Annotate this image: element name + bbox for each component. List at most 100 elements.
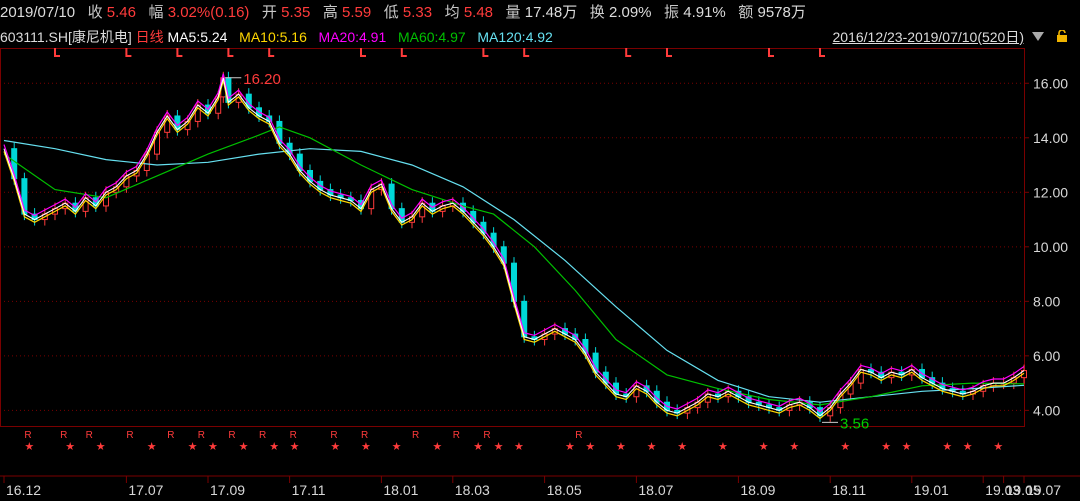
ma60-value: MA60:4.97 xyxy=(397,29,466,45)
star-marker: ★ xyxy=(361,441,371,453)
amount-label: 额 xyxy=(738,4,754,21)
x-tick-label: 19.07 xyxy=(1026,482,1061,498)
candle-body xyxy=(1021,370,1027,379)
x-tick-label: 18.05 xyxy=(547,482,582,498)
star-marker: ★ xyxy=(208,441,218,453)
star-marker: ★ xyxy=(902,441,912,453)
signal-flag-icon xyxy=(666,48,672,57)
signal-flag-icon xyxy=(523,48,530,57)
avg-value: 5.48 xyxy=(463,4,494,21)
date-range-button[interactable]: 2016/12/23-2019/07/10(520日) xyxy=(832,29,1024,45)
annotation-label: 16.20 xyxy=(243,71,281,88)
open-label: 开 xyxy=(261,4,277,21)
change-value: 3.02%(0.16) xyxy=(167,4,250,21)
star-marker: ★ xyxy=(759,441,769,453)
r-marker: R xyxy=(412,430,419,441)
period-label[interactable]: 日线 xyxy=(135,29,164,45)
x-tick-label: 18.01 xyxy=(383,482,418,498)
signal-flag-icon xyxy=(768,48,774,57)
signal-flag-icon xyxy=(360,48,366,57)
r-marker: R xyxy=(259,430,266,441)
low-value: 5.33 xyxy=(402,4,433,21)
x-tick-label: 17.11 xyxy=(292,482,326,498)
price-chart[interactable]: 16.00 14.00 12.00 10.00 8.00 6.00 4.00 16.12 17.… xyxy=(0,48,1080,501)
signal-flag-icon xyxy=(176,48,183,57)
r-marker: R xyxy=(86,430,93,441)
star-marker: ★ xyxy=(494,441,504,453)
y-tick-label: 14.00 xyxy=(1033,130,1068,146)
signal-flag-icon xyxy=(268,48,275,57)
r-marker: R xyxy=(24,430,31,441)
signal-flag-icon xyxy=(400,48,407,57)
star-marker: ★ xyxy=(840,441,850,453)
close-value: 5.46 xyxy=(106,4,136,21)
x-tick-label: 19.03 xyxy=(985,482,1020,498)
amplitude-label: 振 xyxy=(664,4,680,21)
signal-flag-icon xyxy=(482,48,489,57)
stock-symbol: 603111.SH xyxy=(0,29,68,45)
quote-date: 2019/07/10 xyxy=(0,4,76,21)
x-tick-label: 19.01 xyxy=(914,482,949,498)
star-marker: ★ xyxy=(24,441,34,453)
ma5-line xyxy=(3,77,1025,417)
r-marker: R xyxy=(167,430,174,441)
ma120-value: MA120:4.92 xyxy=(477,29,553,45)
y-tick-label: 8.00 xyxy=(1033,293,1060,309)
close-label: 收 xyxy=(87,4,103,21)
r-marker: R xyxy=(60,430,67,441)
star-marker: ★ xyxy=(942,441,952,453)
ma120-line xyxy=(3,139,1025,403)
volume-label: 量 xyxy=(505,4,521,21)
high-label: 高 xyxy=(322,4,338,21)
x-tick-label: 18.11 xyxy=(832,482,866,498)
r-marker: R xyxy=(483,430,490,441)
amount-value: 9578万 xyxy=(757,4,806,21)
volume-value: 17.48万 xyxy=(524,4,578,21)
x-tick-label: 16.12 xyxy=(6,482,41,498)
star-marker: ★ xyxy=(585,441,595,453)
signal-flag-icon xyxy=(819,48,825,57)
r-marker: R xyxy=(198,430,205,441)
signal-flag-icon xyxy=(227,48,234,57)
signal-flag-icon xyxy=(625,48,632,57)
x-tick-label: 18.03 xyxy=(455,482,490,498)
annotation-label: 3.56 xyxy=(840,415,869,432)
dropdown-triangle-icon[interactable] xyxy=(1032,32,1044,41)
y-tick-label: 4.00 xyxy=(1033,402,1060,418)
ma20-line xyxy=(3,73,1025,413)
star-marker: ★ xyxy=(290,441,300,453)
y-tick-label: 16.00 xyxy=(1033,75,1068,91)
star-marker: ★ xyxy=(514,441,524,453)
star-marker: ★ xyxy=(65,441,75,453)
star-marker: ★ xyxy=(432,441,442,453)
change-label: 幅 xyxy=(148,4,164,21)
star-marker: ★ xyxy=(392,441,402,453)
signal-flag-icon xyxy=(125,48,132,57)
indicator-bar: 603111.SH[康尼机电] 日线 MA5:5.24 MA10:5.16 MA… xyxy=(0,26,1080,48)
r-marker: R xyxy=(228,430,235,441)
r-marker: R xyxy=(453,430,460,441)
x-tick-label: 19.05 xyxy=(1006,482,1041,498)
stock-name: [康尼机电] xyxy=(67,29,132,45)
high-value: 5.59 xyxy=(342,4,372,21)
star-marker: ★ xyxy=(881,441,891,453)
star-marker: ★ xyxy=(647,441,657,453)
r-marker: R xyxy=(126,430,133,441)
turnover-label: 换 xyxy=(589,4,605,21)
star-marker: ★ xyxy=(789,441,799,453)
star-marker: ★ xyxy=(147,441,157,453)
r-marker: R xyxy=(575,430,582,441)
quote-header: 2019/07/10 收 5.46 幅 3.02%(0.16) 开 5.35 高… xyxy=(0,0,1080,26)
y-tick-label: 12.00 xyxy=(1033,184,1068,200)
ma5-value: MA5:5.24 xyxy=(167,29,228,45)
r-marker: R xyxy=(290,430,297,441)
avg-label: 均 xyxy=(444,4,460,21)
r-marker: R xyxy=(330,430,337,441)
x-tick-label: 17.09 xyxy=(210,482,245,498)
ma10-value: MA10:5.16 xyxy=(239,29,307,45)
star-marker: ★ xyxy=(677,441,687,453)
star-marker: ★ xyxy=(963,441,973,453)
star-marker: ★ xyxy=(473,441,483,453)
lock-icon[interactable] xyxy=(1056,30,1068,42)
ma20-value: MA20:4.91 xyxy=(318,29,387,45)
